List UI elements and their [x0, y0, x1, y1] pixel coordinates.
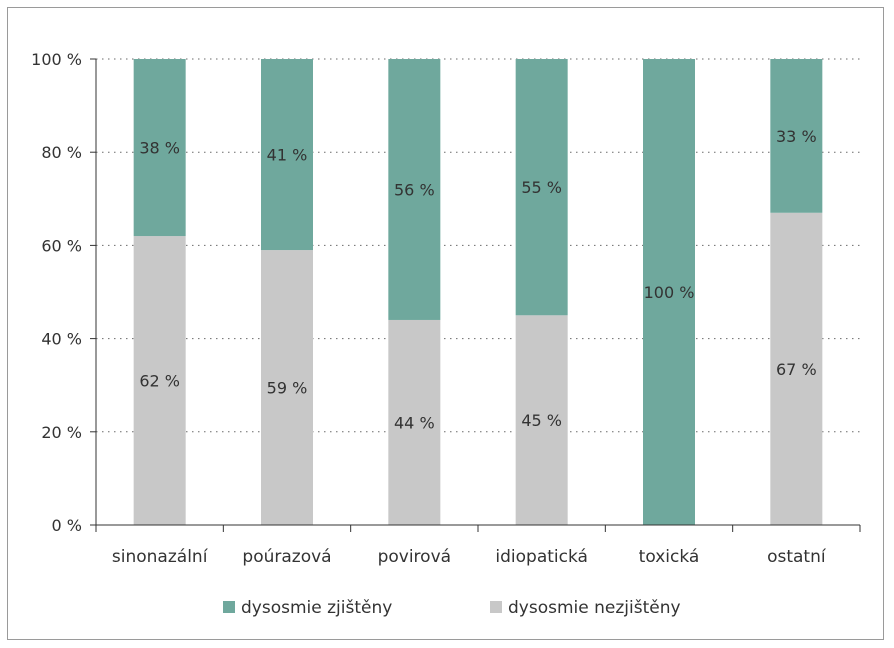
bar-segment — [133, 236, 186, 525]
x-category-label: toxická — [639, 547, 700, 567]
data-label: 59 % — [267, 379, 308, 398]
bars — [133, 59, 823, 525]
x-category-label: sinonazální — [112, 547, 209, 567]
bar-segment — [643, 59, 695, 525]
bar-segment — [261, 59, 313, 251]
data-label: 38 % — [139, 139, 180, 158]
data-label: 41 % — [267, 146, 308, 165]
x-category-label: idiopatická — [495, 547, 588, 567]
bar-segment — [388, 319, 441, 525]
data-label: 44 % — [394, 413, 435, 432]
y-tick-label: 40 % — [41, 330, 82, 349]
data-label: 56 % — [394, 180, 435, 199]
x-category-label: poúrazová — [242, 547, 331, 567]
bar-segment — [770, 212, 823, 525]
data-label: 62 % — [139, 372, 180, 391]
data-label: 33 % — [776, 127, 817, 146]
y-tick-label: 80 % — [41, 143, 82, 162]
legend-swatch — [490, 601, 502, 613]
bar-segment — [515, 315, 568, 525]
legend-swatch — [223, 601, 235, 613]
bar-segment — [770, 59, 823, 213]
data-label: 45 % — [521, 411, 562, 430]
y-tick-label: 20 % — [41, 423, 82, 442]
x-category-label: ostatní — [767, 547, 827, 567]
x-category-label: povirová — [378, 547, 451, 567]
legend-label: dysosmie nezjištěny — [508, 598, 681, 618]
legend: dysosmie zjištěny dysosmie nezjištěny — [223, 598, 681, 618]
data-label: 100 % — [644, 283, 695, 302]
legend-label: dysosmie zjištěny — [241, 598, 392, 618]
y-tick-label: 100 % — [31, 50, 82, 69]
data-label: 67 % — [776, 360, 817, 379]
y-tick-label: 60 % — [41, 236, 82, 255]
bar-segment — [515, 59, 568, 316]
data-labels: 62 % 38 % 59 % 41 % 44 % 56 % 45 % 55 % 100 % 67 … — [139, 127, 816, 433]
axes: 0 % 20 % 40 % 60 % 80 % 100 % sinonazální poúra… — [31, 50, 861, 567]
bar-segment — [133, 59, 186, 237]
bar-segment — [388, 59, 441, 320]
data-label: 55 % — [521, 178, 562, 197]
y-tick-label: 0 % — [52, 516, 82, 535]
bar-segment — [261, 250, 313, 525]
grid-lines — [96, 58, 860, 433]
